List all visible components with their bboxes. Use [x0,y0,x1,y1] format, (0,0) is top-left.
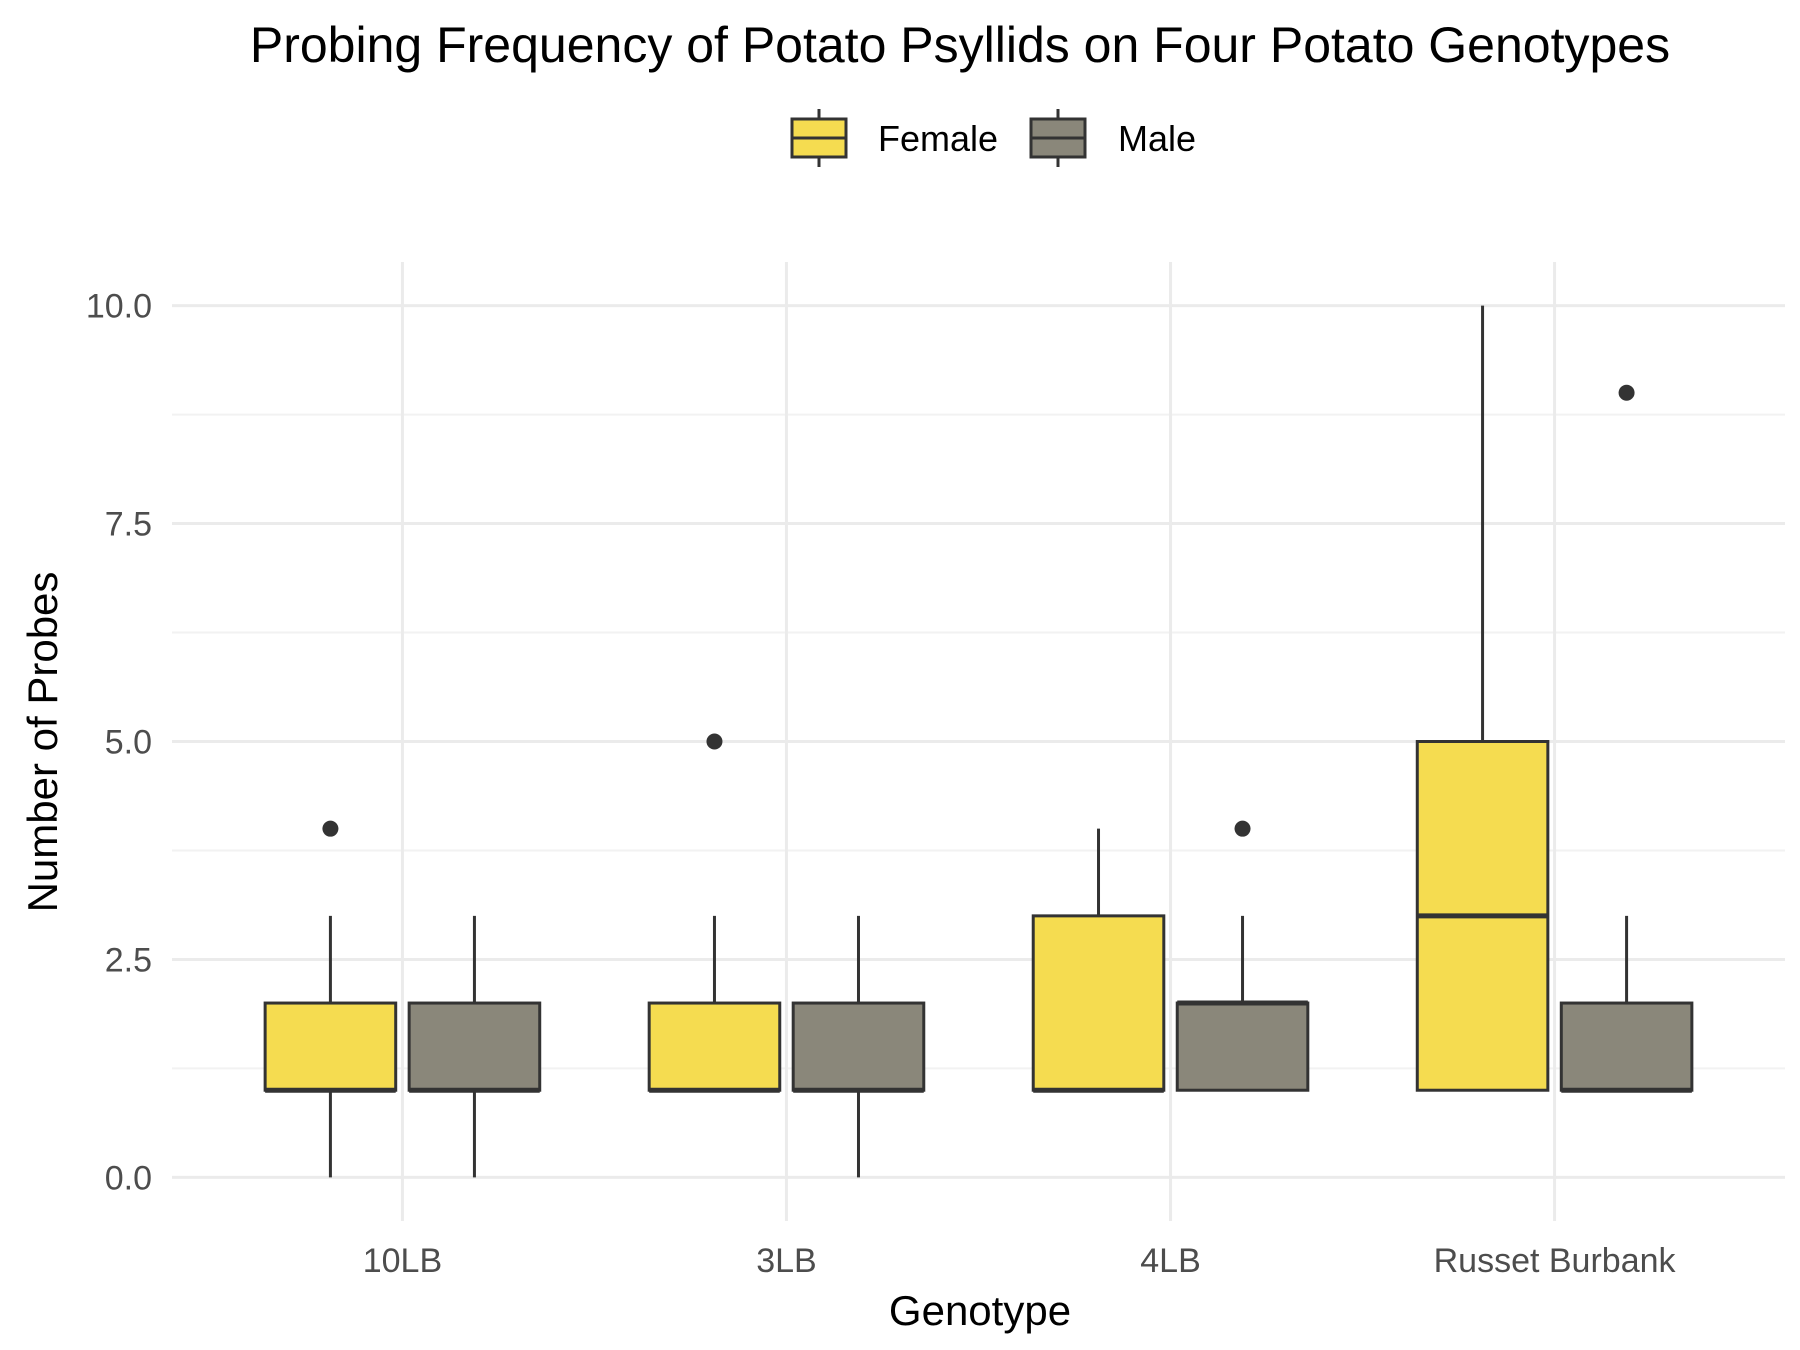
box-body [1031,914,1166,1092]
box-body [1559,1001,1694,1092]
y-tick-label: 2.5 [105,941,152,979]
boxes [263,305,1694,1178]
legend-item-female: Female [790,109,998,167]
y-tick-label: 10.0 [86,288,152,326]
box-female-3lb [647,733,782,1093]
legend-label: Female [878,118,998,159]
legend-item-male: Male [1029,109,1196,167]
box-male-10lb [407,915,542,1178]
outlier-point [322,820,339,837]
box-body [263,1001,398,1092]
legend-label: Male [1118,118,1196,159]
x-tick-label: Russet Burbank [1434,1242,1677,1280]
box-body [647,1001,782,1092]
box-male-4lb [1175,820,1310,1092]
x-tick-label: 10LB [363,1242,442,1280]
y-axis-title: Number of Probes [19,572,66,913]
box-female-4lb [1031,828,1166,1093]
y-axis: 0.0 2.5 5.0 7.5 10.0 [86,288,152,1198]
box-female-russet-burbank [1415,305,1550,1092]
legend: Female Male [790,109,1196,167]
box-female-10lb [263,820,398,1178]
box-body [1175,1001,1310,1092]
x-tick-label: 4LB [1140,1242,1201,1280]
chart-title: Probing Frequency of Potato Psyllids on … [250,17,1670,73]
box-male-3lb [791,915,926,1178]
outlier-point [1618,384,1635,401]
plot-area [172,262,1785,1221]
outlier-point [1234,820,1251,837]
outlier-point [706,733,723,750]
box-body [407,1001,542,1092]
y-tick-label: 0.0 [105,1159,152,1197]
y-tick-label: 7.5 [105,506,152,544]
box-body [791,1001,926,1092]
x-axis: 10LB 3LB 4LB Russet Burbank [363,1242,1677,1280]
box-male-russet-burbank [1559,384,1694,1093]
y-tick-label: 5.0 [105,724,152,762]
x-axis-title: Genotype [889,1287,1071,1334]
x-tick-label: 3LB [756,1242,817,1280]
